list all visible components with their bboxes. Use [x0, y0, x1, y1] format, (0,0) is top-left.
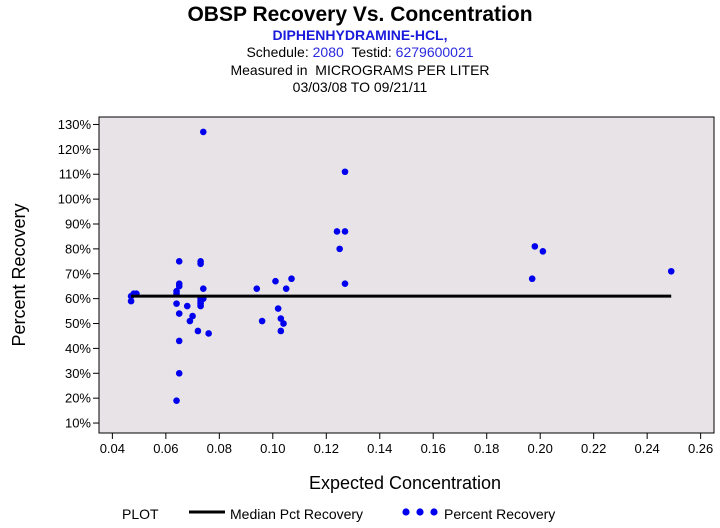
recovery-point: [175, 310, 183, 317]
recovery-point: [282, 285, 290, 292]
recovery-point: [528, 275, 536, 283]
recovery-point: [341, 168, 349, 176]
recovery-point: [253, 285, 261, 292]
x-tick-label: 0.24: [634, 441, 659, 456]
schedule-value: 2080: [312, 44, 344, 60]
legend-median-label: Median Pct Recovery: [230, 506, 363, 522]
recovery-point: [277, 315, 285, 322]
legend: PLOT Median Pct Recovery Percent Recover…: [122, 506, 555, 522]
measured-units: Measured in MICROGRAMS PER LITER: [230, 62, 490, 78]
legend-plot-label: PLOT: [122, 506, 159, 522]
recovery-point: [173, 300, 180, 307]
y-tick-label: 50%: [65, 316, 91, 331]
recovery-point: [341, 280, 349, 288]
legend-point-swatch: [416, 508, 424, 516]
y-axis-title: Percent Recovery: [9, 203, 29, 346]
legend-point-swatch: [402, 508, 410, 516]
y-tick-label: 70%: [65, 266, 91, 281]
x-tick-label: 0.14: [367, 441, 392, 456]
recovery-point: [183, 302, 191, 310]
x-axis-title: Expected Concentration: [309, 473, 501, 493]
recovery-point: [175, 337, 183, 345]
recovery-point: [336, 245, 343, 253]
recovery-point: [175, 258, 183, 265]
recovery-point: [194, 327, 202, 335]
recovery-point: [277, 327, 285, 335]
recovery-point: [186, 317, 194, 325]
legend-point-swatch: [430, 508, 438, 516]
recovery-point: [127, 297, 135, 305]
y-tick-label: 30%: [65, 366, 91, 381]
recovery-point: [667, 267, 675, 275]
y-tick-label: 120%: [58, 142, 92, 157]
x-tick-label: 0.18: [474, 441, 499, 456]
y-tick-label: 90%: [65, 216, 91, 231]
recovery-point: [341, 228, 349, 235]
recovery-point: [175, 369, 183, 377]
recovery-point: [173, 397, 180, 404]
x-tick-label: 0.06: [153, 441, 178, 456]
recovery-point: [539, 248, 547, 255]
recovery-point: [258, 317, 266, 325]
y-tick-label: 40%: [65, 341, 91, 356]
recovery-point: [175, 280, 183, 288]
chart-title: OBSP Recovery Vs. Concentration: [187, 3, 533, 26]
y-tick-label: 130%: [58, 117, 92, 132]
recovery-point: [189, 312, 196, 320]
y-axis: 10% 20% 30% 40% 50% 60% 70% 80% 90% 100% 110% 120% 1…: [58, 117, 99, 431]
recovery-point: [173, 287, 180, 295]
recovery-point: [199, 128, 207, 136]
x-tick-label: 0.26: [688, 441, 713, 456]
recovery-point: [288, 275, 295, 283]
y-tick-label: 110%: [59, 167, 92, 182]
x-tick-label: 0.10: [260, 441, 285, 456]
y-tick-label: 100%: [58, 192, 92, 207]
recovery-points: [127, 128, 675, 404]
x-tick-label: 0.20: [528, 441, 553, 456]
recovery-point: [272, 277, 279, 285]
recovery-point: [531, 243, 539, 250]
x-axis: 0.04 0.06 0.08 0.10 0.12 0.14 0.16 0.18 0.20 0.22…: [100, 433, 713, 456]
y-tick-label: 10%: [65, 416, 91, 431]
recovery-point: [274, 305, 282, 312]
plot-area: [98, 116, 715, 434]
x-tick-label: 0.22: [581, 441, 606, 456]
schedule-label: Schedule:: [246, 44, 309, 60]
y-tick-label: 20%: [65, 391, 91, 406]
y-tick-label: 80%: [65, 241, 91, 256]
date-range: 03/03/08 TO 09/21/11: [292, 79, 428, 95]
x-tick-label: 0.08: [207, 441, 232, 456]
recovery-point: [197, 258, 204, 265]
recovery-point: [205, 330, 212, 337]
recovery-point: [333, 228, 341, 235]
x-tick-label: 0.12: [314, 441, 339, 456]
y-tick-label: 60%: [65, 291, 91, 306]
x-tick-label: 0.16: [421, 441, 446, 456]
testid-label: Testid:: [351, 44, 392, 60]
compound-name: DIPHENHYDRAMINE-HCL,: [272, 27, 448, 43]
recovery-point: [199, 285, 207, 292]
legend-recovery-label: Percent Recovery: [444, 506, 555, 522]
testid-value: 6279600021: [395, 44, 474, 60]
schedule-line: Schedule: 2080 Testid: 6279600021: [0, 44, 720, 60]
x-tick-label: 0.04: [100, 441, 125, 456]
recovery-point: [280, 320, 287, 327]
